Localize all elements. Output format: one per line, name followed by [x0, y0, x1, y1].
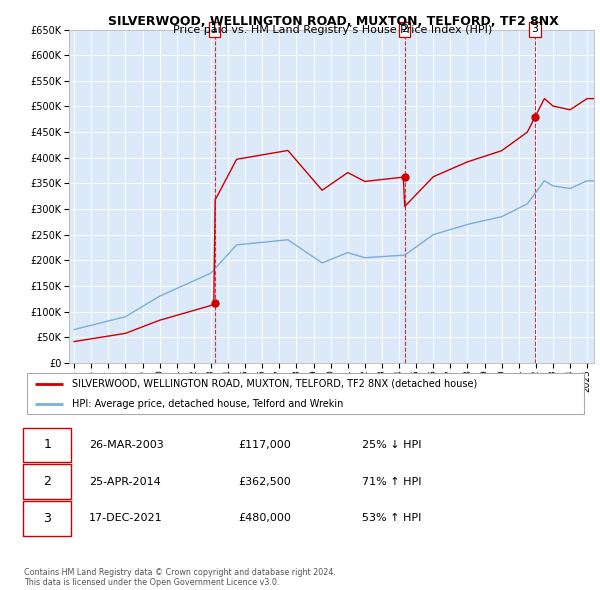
Text: 3: 3: [43, 512, 51, 525]
Text: 17-DEC-2021: 17-DEC-2021: [89, 513, 163, 523]
Text: 2: 2: [43, 475, 51, 488]
Text: SILVERWOOD, WELLINGTON ROAD, MUXTON, TELFORD, TF2 8NX: SILVERWOOD, WELLINGTON ROAD, MUXTON, TEL…: [107, 15, 559, 28]
FancyBboxPatch shape: [27, 373, 584, 414]
Text: 26-MAR-2003: 26-MAR-2003: [89, 440, 164, 450]
Text: £117,000: £117,000: [238, 440, 291, 450]
Text: 53% ↑ HPI: 53% ↑ HPI: [362, 513, 422, 523]
Text: SILVERWOOD, WELLINGTON ROAD, MUXTON, TELFORD, TF2 8NX (detached house): SILVERWOOD, WELLINGTON ROAD, MUXTON, TEL…: [72, 379, 477, 389]
Text: 2: 2: [401, 25, 408, 34]
Text: 71% ↑ HPI: 71% ↑ HPI: [362, 477, 422, 487]
FancyBboxPatch shape: [23, 502, 71, 536]
Text: £362,500: £362,500: [238, 477, 291, 487]
FancyBboxPatch shape: [23, 428, 71, 462]
Text: 25-APR-2014: 25-APR-2014: [89, 477, 161, 487]
Text: HPI: Average price, detached house, Telford and Wrekin: HPI: Average price, detached house, Telf…: [72, 399, 343, 409]
Text: £480,000: £480,000: [238, 513, 291, 523]
Text: Contains HM Land Registry data © Crown copyright and database right 2024.
This d: Contains HM Land Registry data © Crown c…: [24, 568, 336, 587]
Text: Price paid vs. HM Land Registry’s House Price Index (HPI): Price paid vs. HM Land Registry’s House …: [173, 25, 493, 35]
Text: 3: 3: [532, 25, 539, 34]
FancyBboxPatch shape: [23, 464, 71, 499]
Text: 1: 1: [211, 25, 218, 34]
Text: 1: 1: [43, 438, 51, 451]
Text: 25% ↓ HPI: 25% ↓ HPI: [362, 440, 422, 450]
